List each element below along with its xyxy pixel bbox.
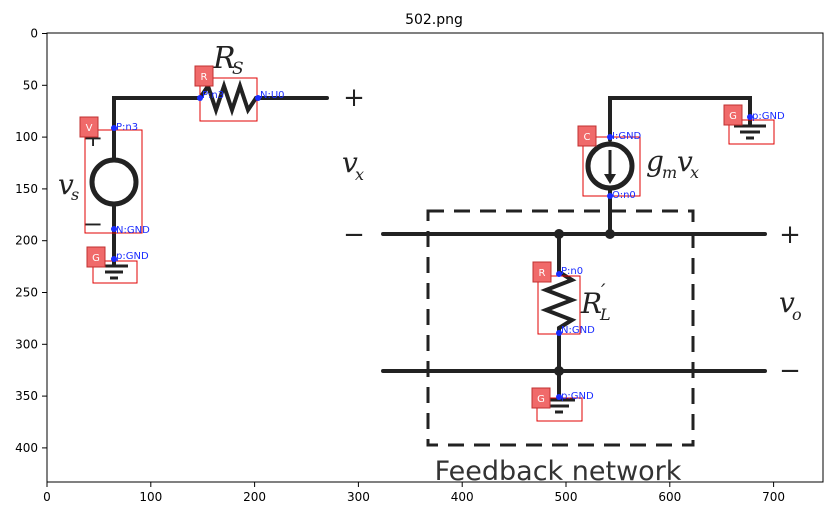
label-gm-sub: m	[662, 163, 677, 182]
y-tick-label: 100	[15, 130, 38, 144]
current-arrow-head	[604, 174, 616, 184]
tag-letter: R	[201, 72, 208, 83]
resistor-rl-zigzag	[540, 270, 578, 330]
y-tick-label: 300	[15, 337, 38, 351]
tag-badge	[532, 261, 552, 283]
vx-plus-sign: +	[343, 83, 365, 113]
pin-marker	[255, 95, 261, 101]
y-tick-label: 150	[15, 182, 38, 196]
y-tick-label: 400	[15, 441, 38, 455]
tag-letter: C	[584, 132, 591, 143]
pin-marker	[556, 271, 562, 277]
tag-badge	[577, 125, 597, 147]
annotation-overlays: V P:n3 N:GND R P:n3 N:U0 G p:GND C I:GND…	[79, 65, 785, 422]
pin-marker	[556, 394, 562, 400]
x-axis: 0 100 200 300 400 500 600 700	[43, 482, 785, 504]
pin-label: P:n3	[116, 122, 138, 133]
label-rs: R	[212, 41, 236, 76]
label-vs-sub: s	[71, 185, 79, 204]
tag-badge	[194, 65, 214, 87]
y-tick-label: 200	[15, 234, 38, 248]
pin-label: p:GND	[752, 111, 785, 122]
tag-letter: G	[92, 253, 100, 264]
label-rs-sub: S	[232, 59, 244, 79]
vo-minus-sign: −	[779, 356, 801, 386]
figure-title: 502.png	[405, 12, 463, 28]
pin-marker	[111, 125, 117, 131]
y-tick-label: 350	[15, 389, 38, 403]
pin-label: p:GND	[116, 251, 149, 262]
label-vx: v	[342, 146, 358, 179]
label-rl-prime: ′	[601, 279, 606, 303]
x-tick-label: 700	[762, 490, 785, 504]
x-tick-label: 0	[43, 490, 51, 504]
x-tick-label: 300	[347, 490, 370, 504]
ground-symbol-right	[734, 124, 766, 140]
tag-letter: R	[539, 268, 546, 279]
pin-label: P:n3	[202, 90, 224, 101]
wire-source-top	[112, 96, 202, 162]
tag-badge	[86, 246, 106, 268]
pin-label: O:n0	[612, 190, 636, 201]
x-tick-label: 500	[555, 490, 578, 504]
x-tick-label: 100	[139, 490, 162, 504]
junction-dot	[605, 229, 615, 239]
label-vo: v	[779, 286, 795, 319]
label-rl: R	[580, 287, 602, 320]
pin-label: P:n0	[561, 266, 583, 277]
pin-marker	[607, 193, 613, 199]
wire-gm-top	[608, 96, 752, 142]
pin-marker	[747, 114, 753, 120]
label-rl-sub: L	[599, 305, 611, 324]
pin-marker	[111, 256, 117, 262]
feedback-network-label: Feedback network	[435, 456, 682, 487]
tag-badge	[531, 387, 551, 409]
pin-label: p:GND	[561, 391, 594, 402]
vx-minus-sign: −	[343, 220, 365, 250]
label-vs: v	[58, 168, 74, 201]
x-tick-label: 400	[451, 490, 474, 504]
tag-letter: V	[86, 123, 93, 134]
y-tick-label: 250	[15, 286, 38, 300]
tag-badge	[723, 104, 743, 126]
label-gm-vsub: x	[690, 163, 699, 182]
tag-badge	[79, 116, 99, 138]
label-gm-g: g	[646, 145, 664, 178]
label-vo-sub: o	[792, 305, 802, 324]
y-tick-label: 50	[23, 78, 38, 92]
y-axis: 0 50 100 150 200 250 300 350 400	[15, 27, 47, 455]
vo-plus-sign: +	[779, 220, 801, 250]
pin-label: N:U0	[260, 90, 285, 101]
resistor-rs-zigzag	[198, 79, 258, 117]
pin-marker	[111, 226, 117, 232]
x-tick-label: 600	[658, 490, 681, 504]
label-gm-v: v	[677, 145, 693, 178]
y-tick-label: 0	[30, 27, 38, 41]
pin-label: I:GND	[612, 131, 642, 142]
bbox-ground-right	[728, 119, 775, 145]
source-minus-sign: −	[83, 210, 103, 238]
tag-letter: G	[729, 111, 737, 122]
pin-marker	[607, 134, 613, 140]
label-vx-sub: x	[355, 165, 364, 184]
pin-label: N:GND	[116, 225, 150, 236]
pin-marker	[556, 330, 562, 336]
pin-label: N:GND	[561, 325, 595, 336]
output-circuit: g m v x R ′ L + v o − Feedback network	[381, 96, 802, 487]
axes-frame	[46, 32, 824, 483]
tag-letter: G	[537, 394, 545, 405]
pin-marker	[197, 95, 203, 101]
feedback-network-box	[426, 209, 695, 447]
x-tick-label: 200	[243, 490, 266, 504]
